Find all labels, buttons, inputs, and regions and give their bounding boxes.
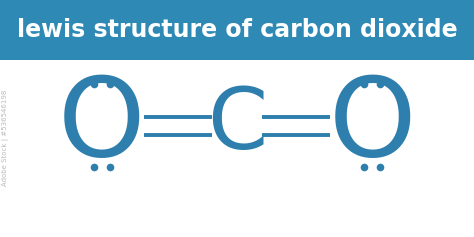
Text: C: C — [207, 84, 267, 167]
Text: Adobe Stock | #536546198: Adobe Stock | #536546198 — [2, 89, 9, 186]
FancyBboxPatch shape — [0, 0, 474, 60]
Text: lewis structure of carbon dioxide: lewis structure of carbon dioxide — [17, 18, 457, 42]
Text: O: O — [58, 72, 146, 179]
Text: O: O — [328, 72, 416, 179]
